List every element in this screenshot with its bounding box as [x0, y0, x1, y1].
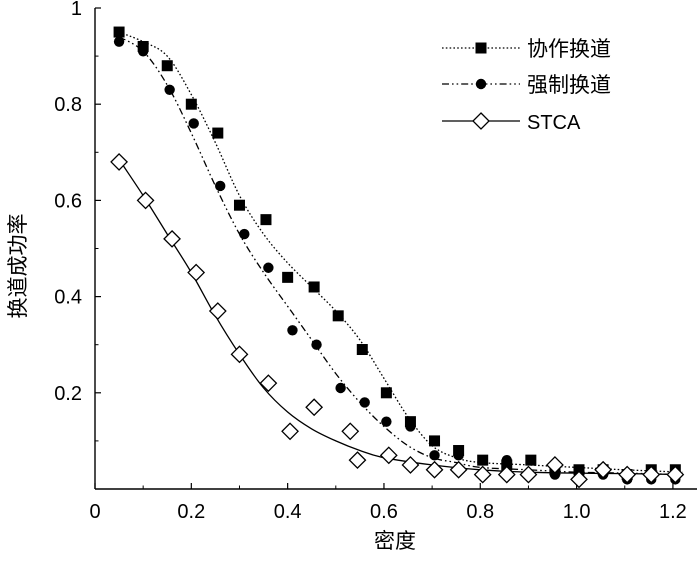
data-point-series-3: [425, 460, 444, 479]
x-tick-label: 0.8: [466, 501, 494, 523]
data-point-series-3: [666, 465, 685, 484]
data-point-series-3: [163, 229, 181, 248]
y-tick-label: 0.6: [54, 190, 82, 212]
data-point-series-3: [546, 456, 564, 474]
data-point-series-2: [429, 450, 440, 461]
legend-label: STCA: [527, 112, 581, 134]
data-point-series-3: [642, 465, 661, 484]
data-point-series-2: [525, 454, 537, 466]
data-point-series-3: [473, 465, 492, 484]
data-point-series-2: [335, 382, 346, 394]
data-point-series-3: [570, 470, 588, 489]
x-axis-title: 密度: [374, 529, 416, 553]
y-tick-label: 0.2: [54, 383, 82, 405]
data-point-series-3: [401, 456, 420, 474]
data-point-series-3: [519, 465, 538, 484]
data-point-series-3: [230, 345, 249, 364]
data-point-series-1: [185, 98, 197, 110]
legend-item-3: STCA: [442, 112, 581, 134]
data-point-series-2: [381, 416, 392, 427]
data-point-series-1: [233, 199, 245, 211]
data-point-series-3: [259, 374, 278, 393]
series-curves: [118, 31, 683, 476]
data-point-series-2: [549, 469, 561, 480]
series-curve-3: [118, 159, 683, 476]
series-curve-1: [118, 31, 683, 473]
data-point-series-1: [477, 454, 489, 466]
legend-item-1: 协作换道: [442, 37, 611, 61]
y-axis-title: 换道成功率: [6, 214, 30, 319]
legend-marker: [475, 42, 487, 54]
data-point-series-1: [282, 271, 294, 283]
x-tick-label: 0.6: [370, 501, 398, 523]
series-curve-2: [118, 36, 683, 476]
data-point-series-1: [260, 214, 272, 226]
data-point-series-1: [429, 435, 441, 447]
data-point-series-2: [311, 339, 322, 350]
data-point-series-2: [359, 397, 370, 408]
data-point-series-1: [308, 281, 320, 293]
data-point-series-1: [161, 60, 173, 72]
y-axis-ticks: 0.2 0.4 0.6 0.8 1: [54, 0, 101, 442]
data-point-series-2: [164, 84, 175, 95]
data-point-series-1: [113, 26, 125, 38]
data-point-series-3: [618, 465, 637, 484]
data-point-series-3: [348, 451, 367, 470]
data-point-series-2: [188, 118, 199, 129]
data-point-series-3: [497, 465, 516, 484]
data-point-series-3: [594, 460, 613, 479]
y-tick-label: 0.8: [54, 94, 82, 116]
data-point-series-1: [356, 344, 368, 356]
legend-marker: [475, 78, 487, 90]
x-tick-label: 0.4: [274, 501, 302, 523]
data-point-series-2: [239, 228, 250, 240]
data-point-series-2: [501, 454, 512, 466]
data-point-series-3: [379, 446, 398, 465]
series-markers: [110, 26, 685, 489]
data-point-series-3: [305, 398, 324, 417]
data-point-series-3: [208, 302, 227, 320]
data-point-series-2: [137, 46, 149, 57]
data-point-series-3: [341, 422, 360, 441]
data-point-series-3: [281, 422, 299, 441]
data-point-series-2: [215, 180, 226, 192]
x-tick-label: 0.2: [177, 501, 205, 523]
data-point-series-2: [453, 450, 464, 461]
x-tick-label: 0: [89, 501, 100, 523]
data-point-series-2: [287, 325, 298, 336]
data-point-series-1: [380, 387, 392, 399]
legend-marker: [472, 112, 490, 130]
x-tick-label: 1.2: [659, 501, 687, 523]
y-tick-label: 0.4: [54, 287, 82, 309]
data-point-series-2: [263, 262, 274, 273]
legend-label: 协作换道: [527, 37, 611, 61]
x-tick-label: 1.0: [563, 501, 591, 523]
y-tick-label: 1: [71, 0, 82, 20]
data-point-series-2: [113, 36, 125, 47]
data-point-series-2: [405, 421, 416, 432]
legend-item-2: 强制换道: [442, 73, 611, 97]
data-point-series-3: [187, 263, 206, 282]
legend-label: 强制换道: [527, 73, 611, 97]
data-point-series-1: [332, 310, 344, 322]
data-point-series-1: [212, 127, 224, 139]
x-axis-ticks: 0 0.2 0.4 0.6 0.8 1.0 1.2: [89, 483, 687, 523]
data-point-series-3: [110, 153, 128, 171]
data-point-series-3: [449, 460, 468, 479]
data-point-series-3: [136, 191, 155, 210]
